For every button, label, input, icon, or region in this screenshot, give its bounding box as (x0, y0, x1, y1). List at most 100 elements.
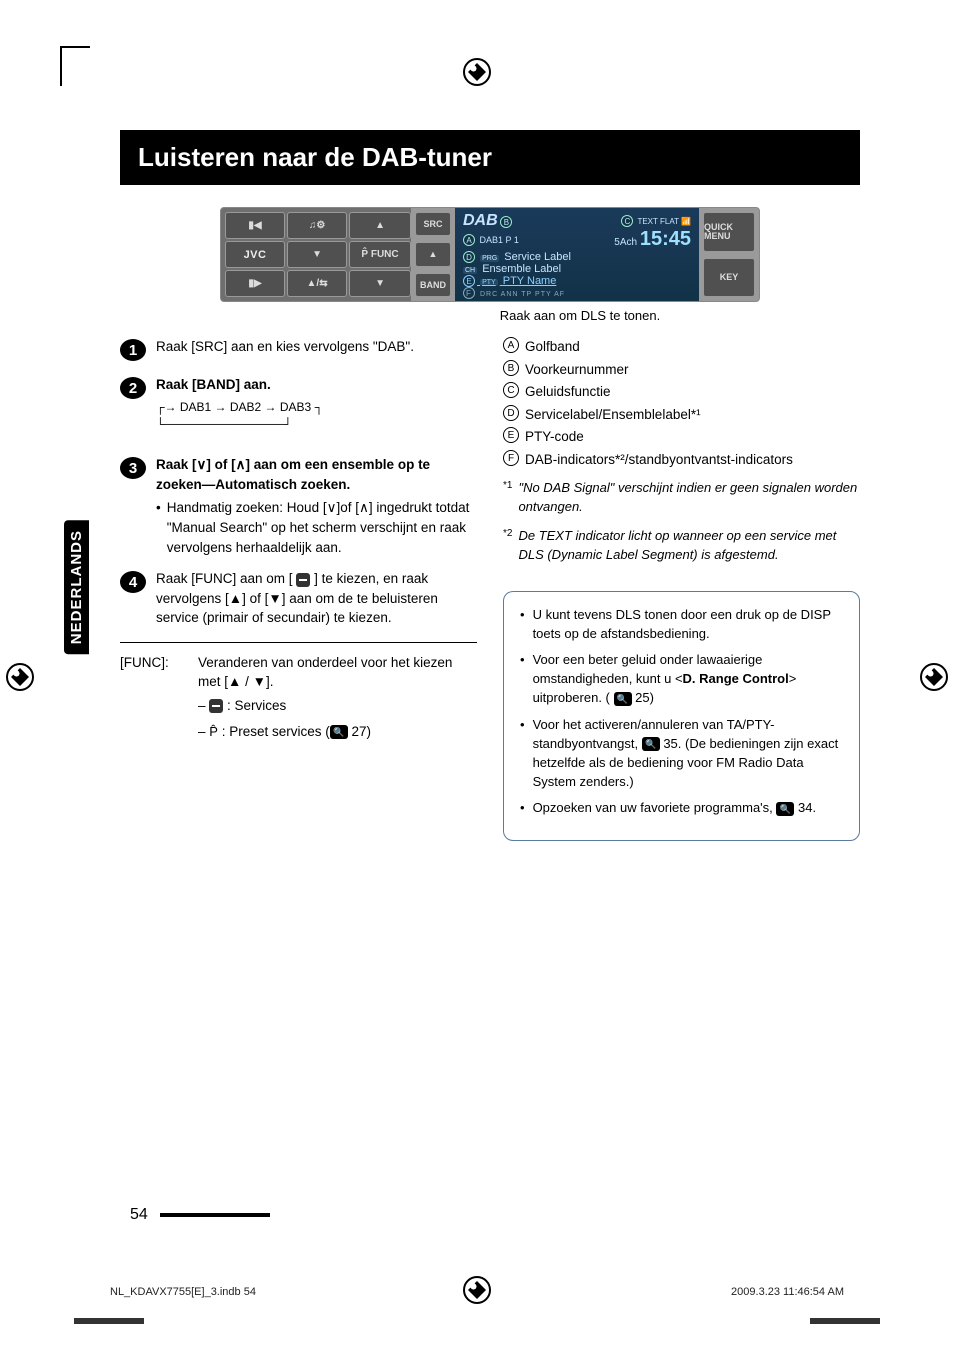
unit-btn-src[interactable]: SRC (415, 212, 451, 236)
magnifier-icon (642, 737, 660, 751)
ring-f: F (503, 450, 519, 466)
step-4-text: Raak [FUNC] aan om [ ] te kiezen, en raa… (156, 569, 477, 628)
crop-mark (60, 46, 90, 48)
screen-pty-name: PTY Name (503, 275, 557, 287)
unit-btn-quickmenu[interactable]: QUICK MENU (703, 212, 755, 252)
print-mark (463, 58, 491, 86)
footnote-1: *1 "No DAB Signal" verschijnt indien er … (503, 479, 860, 517)
unit-btn-down[interactable]: ▼ (287, 241, 347, 268)
content-columns: 1 Raak [SRC] aan en kies vervolgens "DAB… (120, 337, 860, 841)
screen-pty-tag: PTY (480, 279, 498, 286)
step-4: 4 Raak [FUNC] aan om [ ] te kiezen, en r… (120, 569, 477, 628)
page-number: 54 (130, 1206, 148, 1224)
ring-c-icon: C (621, 215, 633, 227)
ring-a-icon: A (463, 234, 475, 246)
ring-e-icon: E (463, 275, 475, 287)
magnifier-icon (776, 802, 794, 816)
screen-service-label: Service Label (504, 251, 571, 263)
ring-d: D (503, 405, 519, 421)
fn1-sup: *1 (503, 479, 512, 517)
func-r1: : Services (227, 698, 286, 713)
ring-c: C (503, 382, 519, 398)
page-title: Luisteren naar de DAB-tuner (120, 130, 860, 185)
ring-b: B (503, 360, 519, 376)
ring-e: E (503, 427, 519, 443)
def-a: Golfband (525, 337, 580, 357)
unit-btn-music[interactable]: ♫⚙ (287, 212, 347, 239)
fn2-text: De TEXT indicator licht op wanneer op ee… (518, 527, 860, 565)
right-column: AGolfband BVoorkeurnummer CGeluidsfuncti… (503, 337, 860, 841)
step-2-text: Raak [BAND] aan. (156, 375, 477, 395)
unit-btn-down2[interactable]: ▼ (349, 270, 411, 297)
unit-btn-eject[interactable]: ▲/⇆ (287, 270, 347, 297)
print-mark (920, 663, 948, 691)
legend-list: AGolfband BVoorkeurnummer CGeluidsfuncti… (503, 337, 860, 469)
step-3: 3 Raak [∨] of [∧] aan om een ensemble op… (120, 455, 477, 557)
step-1-text: Raak [SRC] aan en kies vervolgens "DAB". (156, 337, 477, 363)
tip-4: Opzoeken van uw favoriete programma's, 3… (533, 799, 817, 818)
fn2-sup: *2 (503, 527, 512, 565)
tips-box: U kunt tevens DLS tonen door een druk op… (503, 591, 860, 841)
page-content: Luisteren naar de DAB-tuner NEDERLANDS ▮… (120, 130, 860, 841)
crop-mark (60, 46, 62, 86)
step-num-1: 1 (120, 337, 146, 363)
prg-icon (296, 573, 310, 587)
step-num-4: 4 (120, 569, 146, 595)
ring-a: A (503, 337, 519, 353)
print-mark (6, 663, 34, 691)
step-3-title: Raak [∨] of [∧] aan om een ensemble op t… (156, 455, 477, 494)
step-num-3: 3 (120, 455, 146, 481)
def-d: Servicelabel/Ensemblelabel*¹ (525, 405, 701, 425)
step-1: 1 Raak [SRC] aan en kies vervolgens "DAB… (120, 337, 477, 363)
band-loop: ┌→ DAB1 → DAB2 → DAB3 ┐ └──────────────┘ (156, 399, 477, 434)
def-f: DAB-indicators*²/standbyontvantst-indica… (525, 450, 793, 470)
func-desc: Veranderen van onderdeel voor het kiezen… (198, 653, 477, 692)
svg-text:4: 4 (129, 574, 138, 591)
magnifier-icon (330, 725, 348, 739)
screen-flat: FLAT (660, 217, 679, 226)
unit-btn-next[interactable]: ▮▶ (225, 270, 285, 297)
ring-b-icon: B (500, 216, 512, 228)
display-unit-wrap: ▮◀ ♫⚙ ▲ JVC ▼ P̂ FUNC ▮▶ ▲/⇆ ▼ SRC ▲ BAN… (120, 207, 860, 302)
screen-prg-tag: PRG (480, 255, 499, 262)
func-label: [FUNC]: (120, 653, 188, 742)
ring-f-icon: F (463, 287, 475, 299)
screen-ch: 5Ach (614, 237, 637, 248)
fn1-text: "No DAB Signal" verschijnt indien er gee… (518, 479, 860, 517)
screen-ensemble-label: Ensemble Label (482, 263, 561, 275)
footer-right: 2009.3.23 11:46:54 AM (731, 1286, 844, 1298)
ring-d-icon: D (463, 251, 475, 263)
unit-btn-key[interactable]: KEY (703, 258, 755, 298)
footer-left: NL_KDAVX7755[E]_3.indb 54 (110, 1286, 256, 1298)
dls-caption: Raak aan om DLS te tonen. (120, 308, 860, 323)
screen-ch-tag: CH (463, 267, 477, 274)
unit-btn-navup[interactable]: ▲ (415, 242, 451, 266)
left-column: 1 Raak [SRC] aan en kies vervolgens "DAB… (120, 337, 477, 841)
screen-text-ind: TEXT (637, 217, 657, 226)
step-3-sub: Handmatig zoeken: Houd [∨]of [∧] ingedru… (167, 498, 477, 557)
language-tab: NEDERLANDS (64, 520, 89, 654)
tip-1: U kunt tevens DLS tonen door een druk op… (533, 606, 843, 644)
def-e: PTY-code (525, 427, 584, 447)
magnifier-icon (614, 692, 632, 706)
func-body: Veranderen van onderdeel voor het kiezen… (198, 653, 477, 742)
unit-btn-prev[interactable]: ▮◀ (225, 212, 285, 239)
unit-btn-pfunc[interactable]: P̂ FUNC (349, 241, 411, 268)
page-number-bar (160, 1213, 270, 1217)
svg-text:1: 1 (129, 342, 137, 359)
unit-btn-band[interactable]: BAND (415, 273, 451, 297)
bullet-dot: • (156, 498, 161, 557)
func-r2a: : Preset services ( (222, 724, 330, 739)
unit-right-panel: SRC ▲ BAND DAB B C TEXT (411, 208, 759, 301)
unit-screen: DAB B C TEXT FLAT 📶 A (455, 208, 699, 301)
crop-bar (810, 1318, 880, 1324)
unit-btn-up[interactable]: ▲ (349, 212, 411, 239)
func-block: [FUNC]: Veranderen van onderdeel voor he… (120, 653, 477, 742)
screen-dab: DAB (463, 212, 498, 229)
prg-icon (209, 699, 223, 713)
func-r2b: 27) (348, 724, 371, 739)
footnote-2: *2 De TEXT indicator licht op wanneer op… (503, 527, 860, 565)
unit-logo-jvc: JVC (225, 241, 285, 268)
svg-text:2: 2 (129, 380, 137, 397)
tip-3: Voor het activeren/annuleren van TA/PTY-… (533, 716, 843, 791)
